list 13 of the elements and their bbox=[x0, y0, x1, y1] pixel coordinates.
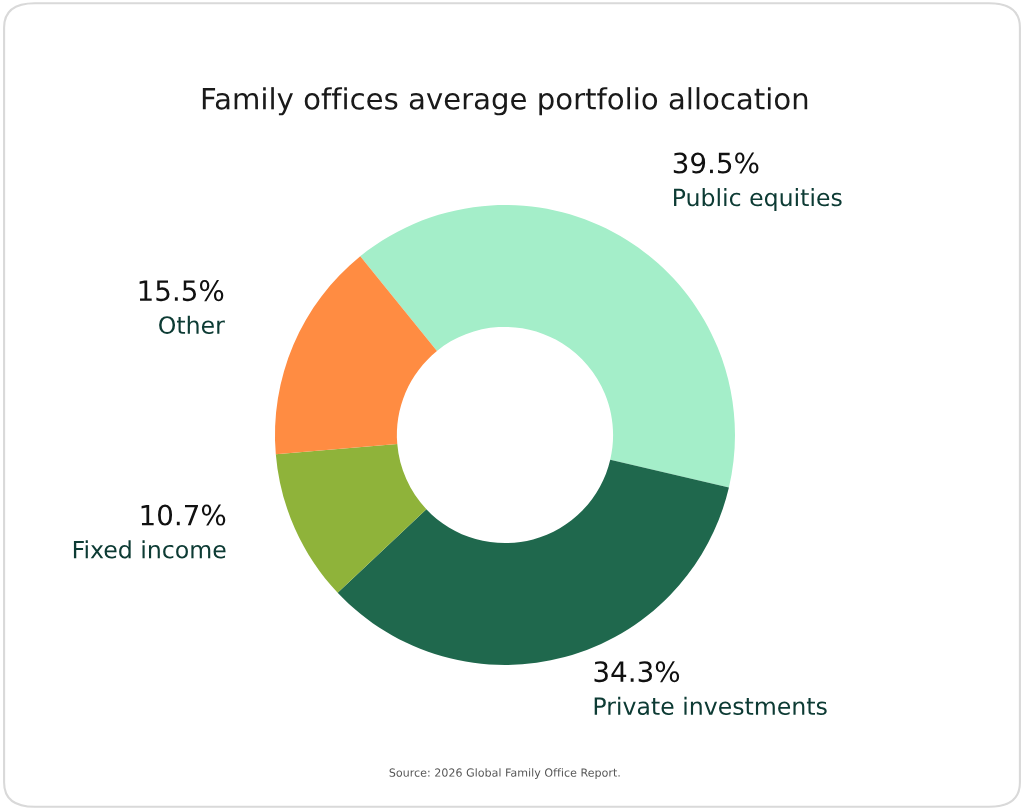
data-label: 34.3% bbox=[594, 661, 680, 683]
source-note: Source: 2026 Global Family Office Report. bbox=[389, 768, 620, 779]
slice-label: Other bbox=[159, 315, 225, 334]
data-label: 10.7% bbox=[141, 504, 226, 526]
slice-label: Public equities bbox=[674, 188, 842, 211]
chart-title: Family offices average portfolio allocation bbox=[202, 87, 808, 116]
donut-slice bbox=[275, 256, 437, 455]
slice-label: Private investments bbox=[594, 696, 827, 716]
data-label: 39.5% bbox=[673, 152, 759, 174]
data-label: 15.5% bbox=[139, 280, 224, 302]
donut-slice bbox=[360, 205, 735, 488]
donut-slice bbox=[275, 444, 427, 593]
slice-label: Fixed income bbox=[73, 540, 226, 559]
